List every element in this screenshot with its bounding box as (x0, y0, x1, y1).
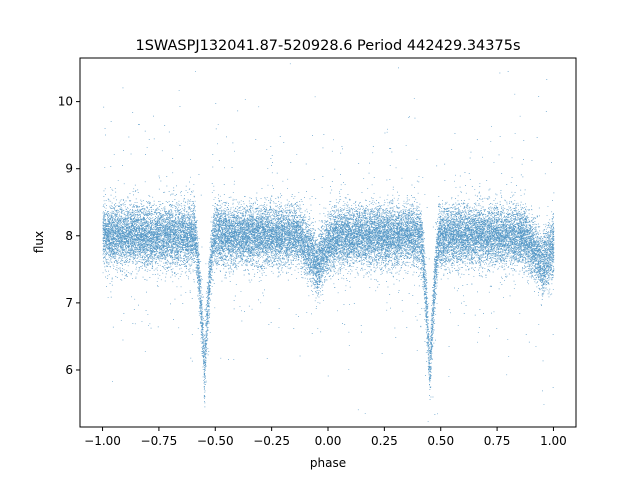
x-axis: −1.00 −0.75 −0.50 −0.25 0.00 0.25 0.50 0.75 1.00 (84, 427, 567, 448)
x-tick-label: −0.25 (253, 434, 290, 448)
x-tick-label: 0.75 (484, 434, 511, 448)
y-tick-label: 9 (65, 162, 73, 176)
scatter-points (102, 63, 555, 423)
x-tick-label: −0.75 (141, 434, 178, 448)
y-axis: 6 7 8 9 10 (58, 95, 80, 377)
x-tick-label: −0.50 (197, 434, 234, 448)
x-tick-label: 0.25 (371, 434, 398, 448)
y-axis-label: flux (32, 231, 46, 253)
chart-title: 1SWASPJ132041.87-520928.6 Period 442429.… (135, 38, 520, 54)
y-tick-label: 7 (65, 296, 73, 310)
y-tick-label: 6 (65, 363, 73, 377)
y-tick-label: 8 (65, 229, 73, 243)
data-points (102, 63, 555, 423)
x-tick-label: 0.00 (315, 434, 342, 448)
x-tick-label: 1.00 (540, 434, 567, 448)
x-tick-label: 0.50 (427, 434, 454, 448)
x-tick-label: −1.00 (84, 434, 121, 448)
y-tick-label: 10 (58, 95, 73, 109)
x-axis-label: phase (310, 456, 346, 470)
